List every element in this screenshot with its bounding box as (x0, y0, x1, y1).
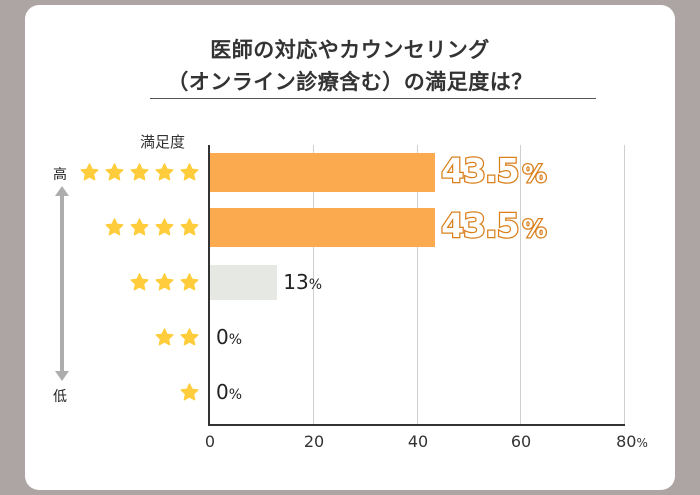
star-icon (179, 327, 200, 352)
low-label: 低 (53, 389, 67, 405)
x-axis (208, 424, 625, 426)
x-tick-0: 0 (204, 432, 216, 451)
y-axis (208, 145, 210, 426)
arrow-down-icon (55, 371, 69, 381)
star-rating-1 (179, 382, 200, 407)
high-label: 高 (53, 167, 67, 183)
y-axis-label: 満足度 (140, 133, 186, 151)
gridline-60 (520, 145, 521, 425)
x-tick-40: 40 (407, 432, 429, 451)
star-icon (104, 162, 125, 187)
star-icon (154, 272, 175, 297)
star-rating-2 (154, 327, 200, 352)
star-icon (154, 327, 175, 352)
star-rating-5 (79, 162, 200, 187)
chart-card (25, 5, 675, 490)
gridline-40 (417, 145, 418, 425)
value-label-3-stars: 13% (283, 269, 323, 294)
star-icon (79, 162, 100, 187)
bar-5-stars (210, 153, 436, 192)
value-label-1-stars: 0% (216, 379, 243, 404)
chart-title-line1: 医師の対応やカウンセリング (210, 38, 490, 62)
star-icon (129, 217, 150, 242)
title-divider (150, 98, 596, 99)
star-rating-3 (129, 272, 200, 297)
arrow-up-icon (55, 186, 69, 196)
star-icon (179, 272, 200, 297)
star-icon (129, 272, 150, 297)
scale-arrow (60, 193, 64, 373)
star-icon (129, 162, 150, 187)
star-rating-4 (104, 217, 200, 242)
star-icon (179, 217, 200, 242)
value-label-5-stars: 43.5% (440, 149, 548, 191)
x-tick-60: 60 (510, 432, 532, 451)
gridline-80 (624, 145, 625, 425)
star-icon (154, 162, 175, 187)
value-label-2-stars: 0% (216, 324, 243, 349)
value-label-4-stars: 43.5% (440, 204, 548, 246)
bar-4-stars (210, 208, 436, 247)
x-tick-20: 20 (303, 432, 325, 451)
star-icon (104, 217, 125, 242)
star-icon (179, 162, 200, 187)
star-icon (179, 382, 200, 407)
bar-3-stars (210, 265, 278, 300)
star-icon (154, 217, 175, 242)
chart-title-line2: （オンライン診療含む）の満足度は？ (167, 70, 533, 94)
x-tick-80: 80% (616, 432, 648, 451)
gridline-20 (313, 145, 314, 425)
